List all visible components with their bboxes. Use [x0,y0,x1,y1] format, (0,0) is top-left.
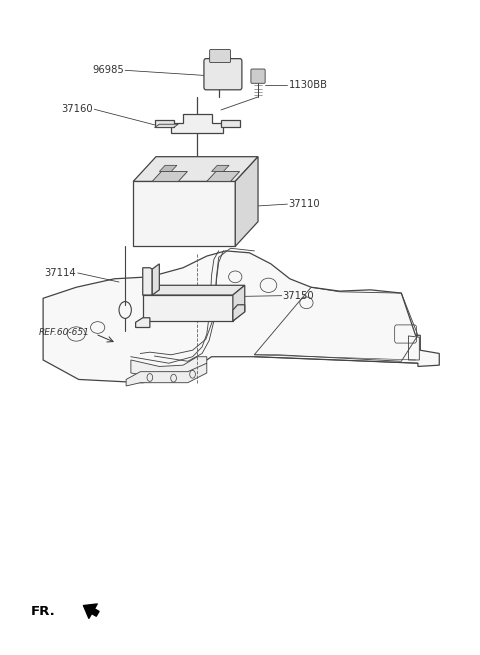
Polygon shape [152,172,187,181]
Polygon shape [171,115,223,133]
Text: 37114: 37114 [45,268,76,278]
Polygon shape [152,264,159,295]
Polygon shape [155,124,179,128]
Polygon shape [212,165,229,172]
FancyBboxPatch shape [210,50,230,62]
Polygon shape [133,181,235,246]
Polygon shape [43,251,439,383]
Polygon shape [136,318,150,328]
Text: 37160: 37160 [61,104,93,114]
Polygon shape [233,286,245,321]
Polygon shape [133,157,258,181]
Text: 37110: 37110 [288,199,320,209]
Text: 96985: 96985 [92,66,124,75]
Polygon shape [159,165,177,172]
Polygon shape [143,268,152,295]
Text: REF.60-651: REF.60-651 [38,328,89,337]
Polygon shape [235,157,258,246]
Polygon shape [155,120,174,128]
Polygon shape [207,172,240,181]
Text: FR.: FR. [31,605,56,618]
Polygon shape [233,305,245,321]
Polygon shape [131,357,207,381]
Polygon shape [143,295,233,321]
Polygon shape [143,286,245,295]
Text: 1130BB: 1130BB [288,80,327,90]
FancyBboxPatch shape [204,59,242,90]
FancyBboxPatch shape [251,69,265,83]
Polygon shape [221,120,240,128]
Polygon shape [126,364,207,386]
Text: 37150: 37150 [283,291,314,301]
